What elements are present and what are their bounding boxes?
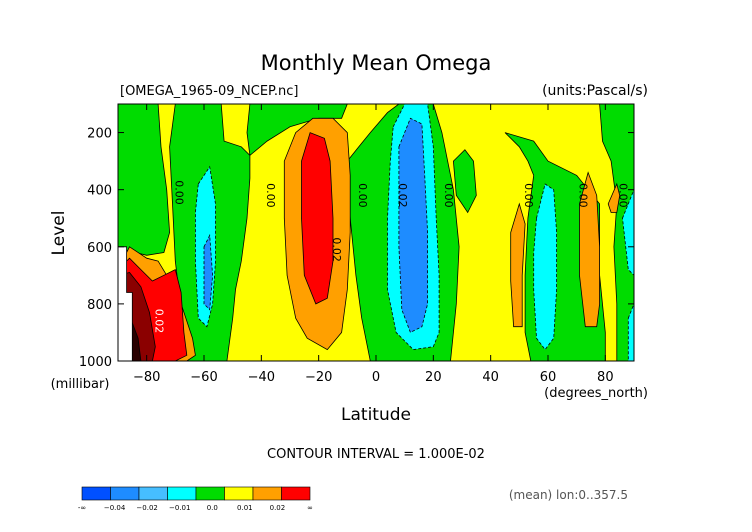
x-tick-label: 40 xyxy=(482,370,499,385)
colorbar-swatch xyxy=(195,486,225,501)
contour-label: 0.02 xyxy=(330,237,343,262)
file-label: [OMEGA_1965-09_NCEP.nc] xyxy=(120,84,298,99)
contour-region-orange-nh-upper xyxy=(607,182,621,213)
colorbar-swatch xyxy=(110,486,140,501)
x-tick-label: −60 xyxy=(190,370,217,385)
x-axis-label: Latitude xyxy=(341,405,411,425)
colorbar-label: 0.0 xyxy=(207,504,218,512)
y-axis-units: (millibar) xyxy=(51,377,110,392)
colorbar-swatch xyxy=(224,486,254,501)
y-axis: 200 400 600 800 1000 xyxy=(79,127,634,370)
colorbar-label: 0.01 xyxy=(237,504,253,512)
contour-region-green-band-upper-nh xyxy=(452,149,477,214)
contour-label: 0.00 xyxy=(577,183,590,208)
plot-area: 0.00 0.00 0.00 0.02 0.02 0.00 0.00 0.00 0.00 0.02 xyxy=(118,104,634,361)
x-tick-label: 0 xyxy=(372,370,380,385)
contour-label: 0.00 xyxy=(442,183,455,208)
colorbar-swatch xyxy=(81,486,111,501)
colorbar-swatch xyxy=(167,486,197,501)
contour-region-orange-nh-column-2 xyxy=(579,171,600,328)
x-tick-label: −20 xyxy=(305,370,332,385)
contour-region-green-band-north-pole xyxy=(599,104,634,361)
y-tick-label: 600 xyxy=(87,241,112,256)
x-tick-label: 20 xyxy=(425,370,442,385)
y-axis-label: Level xyxy=(49,211,69,256)
colorbar-label: ∞ xyxy=(307,504,313,512)
contour-label: 0.02 xyxy=(396,183,409,208)
contour-label: 0.00 xyxy=(522,183,535,208)
contour-label: 0.00 xyxy=(356,183,369,208)
footer-text: (mean) lon:0..357.5 xyxy=(509,488,628,502)
contour-labels: 0.00 0.00 0.00 0.02 0.02 0.00 0.00 0.00 0.00 0.02 xyxy=(152,180,629,333)
x-tick-label: −40 xyxy=(248,370,275,385)
y-tick-label: 400 xyxy=(87,184,112,199)
colorbar-label: -∞ xyxy=(78,504,86,512)
x-axis: −80 −60 −40 −20 0 20 40 60 80 xyxy=(133,104,614,385)
contour-region-cyan-north-bottom xyxy=(627,303,634,361)
colorbar-label: −0.04 xyxy=(104,504,126,512)
contour-label: 0.00 xyxy=(172,180,185,205)
contour-interval-text: CONTOUR INTERVAL = 1.000E-02 xyxy=(267,447,485,462)
colorbar-label: −0.02 xyxy=(136,504,157,512)
contour-regions xyxy=(118,104,634,361)
contour-region-blue-tropics xyxy=(398,117,429,333)
contour-region-orange-nh-column-1 xyxy=(510,202,526,328)
contour-region-green-band-upper-sh xyxy=(246,104,348,157)
contour-region-cyan-north-edge xyxy=(622,189,634,276)
colorbar-swatch xyxy=(252,486,282,501)
contour-region-cyan-nh xyxy=(533,183,557,351)
contour-region-blue-sh-low xyxy=(203,233,214,311)
chart-title: Monthly Mean Omega xyxy=(261,51,492,75)
colorbar: -∞ −0.04 −0.02 −0.01 0.0 0.01 0.02 ∞ xyxy=(78,486,313,512)
colorbar-label: −0.01 xyxy=(169,504,190,512)
colorbar-label: 0.02 xyxy=(270,504,286,512)
contour-region-red-sh-column xyxy=(301,132,334,305)
contour-label: 0.02 xyxy=(152,309,165,334)
units-label: (units:Pascal/s) xyxy=(542,83,648,99)
x-tick-label: 80 xyxy=(597,370,614,385)
colorbar-swatch xyxy=(281,486,311,501)
x-tick-label: −80 xyxy=(133,370,160,385)
y-tick-label: 800 xyxy=(87,298,112,313)
contour-label: 0.00 xyxy=(617,183,630,208)
contour-label: 0.00 xyxy=(264,183,277,208)
y-tick-label: 200 xyxy=(87,127,112,142)
y-tick-label: 1000 xyxy=(79,355,112,370)
colorbar-swatch xyxy=(138,486,168,501)
x-axis-units: (degrees_north) xyxy=(544,386,648,401)
x-tick-label: 60 xyxy=(540,370,557,385)
contour-region-missing-data-block xyxy=(118,246,133,361)
